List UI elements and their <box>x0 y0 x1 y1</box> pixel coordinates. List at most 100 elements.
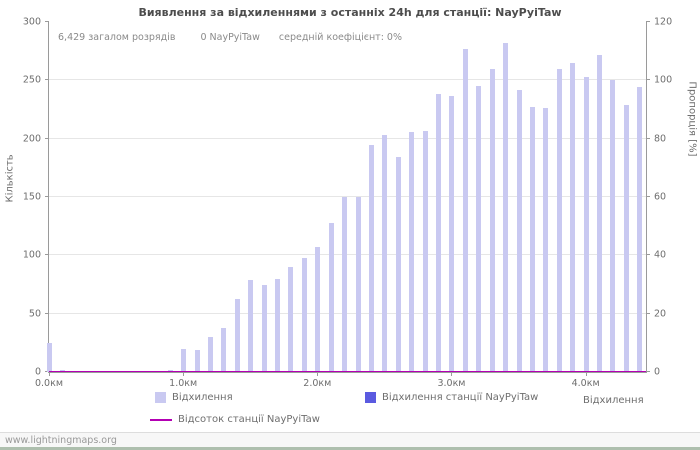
x-tickmark <box>317 372 319 376</box>
x-tickmark <box>451 372 453 376</box>
bar-deviation <box>234 298 240 372</box>
y-tickmark-right <box>646 196 650 197</box>
legend-label-station-percent: Відсоток станції NayPyiTaw <box>178 414 320 425</box>
bar-deviation <box>503 43 509 372</box>
bar-deviation <box>181 348 187 372</box>
y-tickmark-left <box>45 21 49 22</box>
stats-row: 6,429 загалом розрядів 0 NayPyiTaw серед… <box>58 32 402 43</box>
y-axis-left-label: Кількість <box>4 154 16 203</box>
y-tick-label-right: 100 <box>654 74 673 86</box>
y-tickmark-left <box>45 312 49 314</box>
y-tick-label-left: 250 <box>22 74 41 86</box>
bar-deviation <box>529 107 535 372</box>
bar-deviation <box>328 222 334 372</box>
bar-deviation <box>610 80 616 372</box>
bar-deviation <box>516 89 522 372</box>
y-tick-label-left: 0 <box>34 366 41 378</box>
legend-item-deviations: Відхилення <box>155 392 233 403</box>
bar-deviation <box>623 104 629 372</box>
bar-deviation <box>368 144 374 372</box>
bar-deviation <box>556 68 562 372</box>
legend-line-swatch-station-percent <box>150 418 172 421</box>
gridline <box>49 312 646 314</box>
y-tick-label-left: 300 <box>22 16 41 28</box>
y-tick-label-right: 80 <box>654 133 667 145</box>
gridline <box>49 196 646 197</box>
legend-item-station-deviations: Відхилення станції NayPyiTaw <box>365 392 538 403</box>
bar-deviation <box>60 369 66 372</box>
gridline <box>49 137 646 139</box>
bar-deviation <box>315 247 321 372</box>
footer-link[interactable]: www.lightningmaps.org <box>5 435 117 446</box>
bar-deviation <box>476 86 482 372</box>
y-tickmark-right <box>646 79 650 81</box>
y-tick-label-right: 60 <box>654 191 667 203</box>
stat-total-strokes: 6,429 загалом розрядів <box>58 32 176 43</box>
y-tick-label-right: 40 <box>654 249 667 261</box>
y-tickmark-right <box>646 21 650 22</box>
y-tick-label-right: 0 <box>654 366 661 378</box>
bar-deviation <box>301 257 307 372</box>
stat-station-count: 0 NayPyiTaw <box>200 32 260 43</box>
bar-deviation <box>207 337 213 372</box>
y-tick-label-left: 150 <box>22 191 41 203</box>
y-tick-label-left: 50 <box>28 308 41 320</box>
y-tickmark-right <box>646 312 650 314</box>
x-tickmark <box>49 372 50 376</box>
y-tick-label-left: 200 <box>22 133 41 145</box>
y-tickmark-left <box>45 137 49 139</box>
y-tickmark-right <box>646 254 650 256</box>
x-tickmark <box>183 372 185 376</box>
bar-deviation <box>583 76 589 372</box>
legend-swatch-deviations <box>155 392 166 403</box>
gridline <box>49 254 646 256</box>
bar-deviation <box>275 278 281 372</box>
bar-deviation <box>489 68 495 372</box>
bar-deviation <box>422 130 428 372</box>
y-tickmark-right <box>646 371 650 372</box>
bar-deviation <box>462 48 468 372</box>
y-tickmark-left <box>45 254 49 256</box>
station-percent-line <box>49 371 646 372</box>
bar-deviation <box>570 62 576 372</box>
x-tick-label: 1.0км <box>169 378 198 389</box>
x-tick-label: 2.0км <box>303 378 332 389</box>
bar-deviation <box>449 95 455 372</box>
footer-bar: www.lightningmaps.org <box>0 432 700 450</box>
bar-deviation <box>194 349 200 372</box>
bar-deviation <box>248 279 254 372</box>
bar-deviation <box>436 94 442 372</box>
x-tickmark <box>585 372 587 376</box>
y-tick-label-right: 20 <box>654 308 667 320</box>
bar-deviation <box>382 135 388 372</box>
bar-deviation <box>543 108 549 372</box>
y-tick-label-left: 100 <box>22 249 41 261</box>
footer-accent-strip <box>0 447 700 450</box>
bar-deviation <box>355 197 361 372</box>
y-tickmark-right <box>646 137 650 139</box>
x-tick-label: 4.0км <box>571 378 600 389</box>
plot-area: 0 50 100 150 200 250 300 0 20 40 60 80 100 120 0.0км 1.… <box>23 17 672 390</box>
bar-deviation <box>342 197 348 372</box>
y-tick-label-right: 120 <box>654 16 673 28</box>
gridline <box>49 79 646 81</box>
stat-average-ratio: середній коефіцієнт: 0% <box>278 32 402 43</box>
bar-deviation <box>288 267 294 372</box>
legend-label-station-deviations: Відхилення станції NayPyiTaw <box>382 392 539 403</box>
bar-deviation <box>167 369 173 372</box>
bar-deviation <box>395 157 401 372</box>
bar-deviation <box>409 131 415 372</box>
y-tickmark-left <box>45 79 49 81</box>
x-tick-label: 0.0км <box>34 378 64 389</box>
bar-deviation <box>637 87 643 372</box>
legend-item-station-percent: Відсоток станції NayPyiTaw <box>150 414 320 425</box>
bar-deviation <box>47 342 52 372</box>
legend-label-deviations: Відхилення <box>172 392 233 403</box>
x-axis-label: Відхилення <box>583 395 644 406</box>
x-tick-label: 3.0км <box>437 378 466 389</box>
bar-deviation <box>597 54 603 372</box>
bar-deviation <box>221 327 227 372</box>
bar-deviation <box>261 284 267 372</box>
y-tickmark-left <box>45 196 49 197</box>
